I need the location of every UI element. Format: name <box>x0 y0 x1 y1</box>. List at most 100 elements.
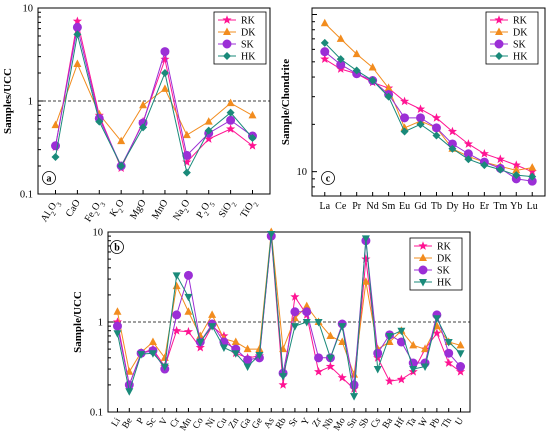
data-point-dk-ga <box>243 344 252 353</box>
legend-marker-hk <box>223 52 231 60</box>
data-point-dk-eu <box>400 123 409 131</box>
data-point-dk-mno <box>160 84 169 92</box>
x-tick-label-tb: Tb <box>431 201 442 212</box>
legend-marker-dk <box>495 27 503 35</box>
data-point-dk-sr <box>290 313 299 322</box>
data-point-sk-sio2 <box>226 115 236 125</box>
data-point-rk-p2o5 <box>204 134 214 143</box>
series-line-rk <box>55 21 253 170</box>
x-tick-label-ho: Ho <box>462 201 474 212</box>
legend-marker-rk <box>418 241 428 250</box>
data-point-dk-ge <box>255 344 264 353</box>
legend-label-rk: RK <box>241 16 256 27</box>
x-tick-label-pb: Pb <box>429 416 443 430</box>
series-hk <box>113 231 465 401</box>
data-point-dk-y <box>302 301 311 310</box>
x-tick-label-fe2o3: Fe2O3 <box>83 197 108 225</box>
data-point-rk-mo <box>337 372 347 382</box>
data-point-hk-nb <box>326 354 335 363</box>
data-point-hk-ni <box>208 323 217 331</box>
data-point-rk-u <box>455 366 466 376</box>
x-tick-label-al2o3: Al2O3 <box>39 197 64 225</box>
data-point-hk-th <box>444 338 453 347</box>
data-point-hk-dy <box>448 144 457 153</box>
data-point-hk-mn <box>184 293 193 302</box>
data-point-hk-ga <box>243 363 252 372</box>
data-point-hk-sm <box>384 92 393 101</box>
data-point-rk-li <box>112 317 123 326</box>
data-point-dk-cr <box>172 281 181 290</box>
data-point-dk-yb <box>512 165 521 174</box>
x-tick-label-w: W <box>417 416 430 429</box>
data-point-rk-ba <box>384 376 395 386</box>
data-point-sk-hf <box>396 337 406 347</box>
data-point-hk-cr <box>172 272 181 280</box>
x-tick-label-ce: Ce <box>335 201 347 212</box>
data-point-dk-mgo <box>139 100 148 109</box>
x-tick-label-sb: Sb <box>358 416 372 430</box>
legend-box <box>485 11 539 65</box>
data-point-dk-mn <box>184 307 193 315</box>
data-point-hk-yb <box>512 171 521 180</box>
x-tick-label-v: V <box>158 416 170 427</box>
series-hk <box>320 38 537 181</box>
data-point-rk-zr <box>314 366 324 376</box>
y-axis-label: Samples/UCC <box>2 68 14 134</box>
x-tick-label-na2o: Na2O <box>171 198 195 224</box>
series-line-dk <box>55 62 253 143</box>
x-tick-label-sm: Sm <box>382 201 396 212</box>
data-point-rk-cao <box>72 16 82 26</box>
data-point-hk-na2o <box>182 168 191 177</box>
panel-letter-badge <box>321 171 335 185</box>
panel-letter: a <box>47 174 52 185</box>
data-point-hk-zr <box>314 319 323 327</box>
y-tick-label: 1 <box>28 97 33 108</box>
data-point-hk-be <box>125 388 134 396</box>
data-point-sk-tb <box>431 123 441 133</box>
data-point-rk-sio2 <box>226 124 236 133</box>
data-point-hk-mo <box>338 323 347 331</box>
y-tick-label: 10 <box>23 4 34 15</box>
data-point-dk-cao <box>73 59 82 67</box>
series-line-rk <box>116 236 461 391</box>
data-point-sk-mn <box>183 270 193 280</box>
data-point-hk-cu <box>219 344 228 353</box>
data-point-sk-u <box>456 362 466 372</box>
data-point-hk-as <box>267 231 276 239</box>
legend-label-sk: SK <box>437 266 451 277</box>
data-point-rk-er <box>479 148 489 158</box>
data-point-sk-th <box>444 348 454 358</box>
legend-label-hk: HK <box>241 52 256 63</box>
data-point-dk-sio2 <box>226 98 235 107</box>
data-point-hk-lu <box>528 172 537 181</box>
data-point-hk-mno <box>160 69 169 78</box>
data-point-dk-pr <box>352 49 361 58</box>
legend-label-hk: HK <box>513 52 528 63</box>
y-tick-label: 10 <box>93 228 104 239</box>
x-tick-label-lu: Lu <box>527 201 538 212</box>
data-point-dk-al2o3 <box>51 120 60 129</box>
legend-label-dk: DK <box>437 254 452 265</box>
data-point-hk-eu <box>400 127 409 136</box>
data-point-dk-ba <box>385 337 394 345</box>
data-point-dk-zn <box>231 337 240 345</box>
data-point-hk-w <box>421 363 430 372</box>
data-point-hk-pr <box>352 66 361 75</box>
legend-marker-sk <box>222 39 232 49</box>
data-point-rk-na2o <box>182 157 192 167</box>
data-point-rk-co <box>195 342 205 352</box>
data-point-dk-co <box>196 331 205 339</box>
x-tick-label-sio2: SiO2 <box>217 197 239 221</box>
y-tick-label: 0.1 <box>20 190 33 201</box>
plot-frame <box>311 7 546 197</box>
legend-marker-rk <box>494 15 504 24</box>
data-point-rk-cr <box>172 325 182 335</box>
chart-panel-c: 10 Sample/Chondrite La Ce Pr Nd Sm Eu Gd Tb Dy Ho Er… <box>280 7 546 212</box>
data-point-sk-eu <box>400 113 410 123</box>
legend-label-rk: RK <box>513 16 528 27</box>
data-point-dk-u <box>456 340 465 349</box>
data-point-rk-mn <box>183 326 194 336</box>
y-tick-label: 10 <box>297 167 308 178</box>
